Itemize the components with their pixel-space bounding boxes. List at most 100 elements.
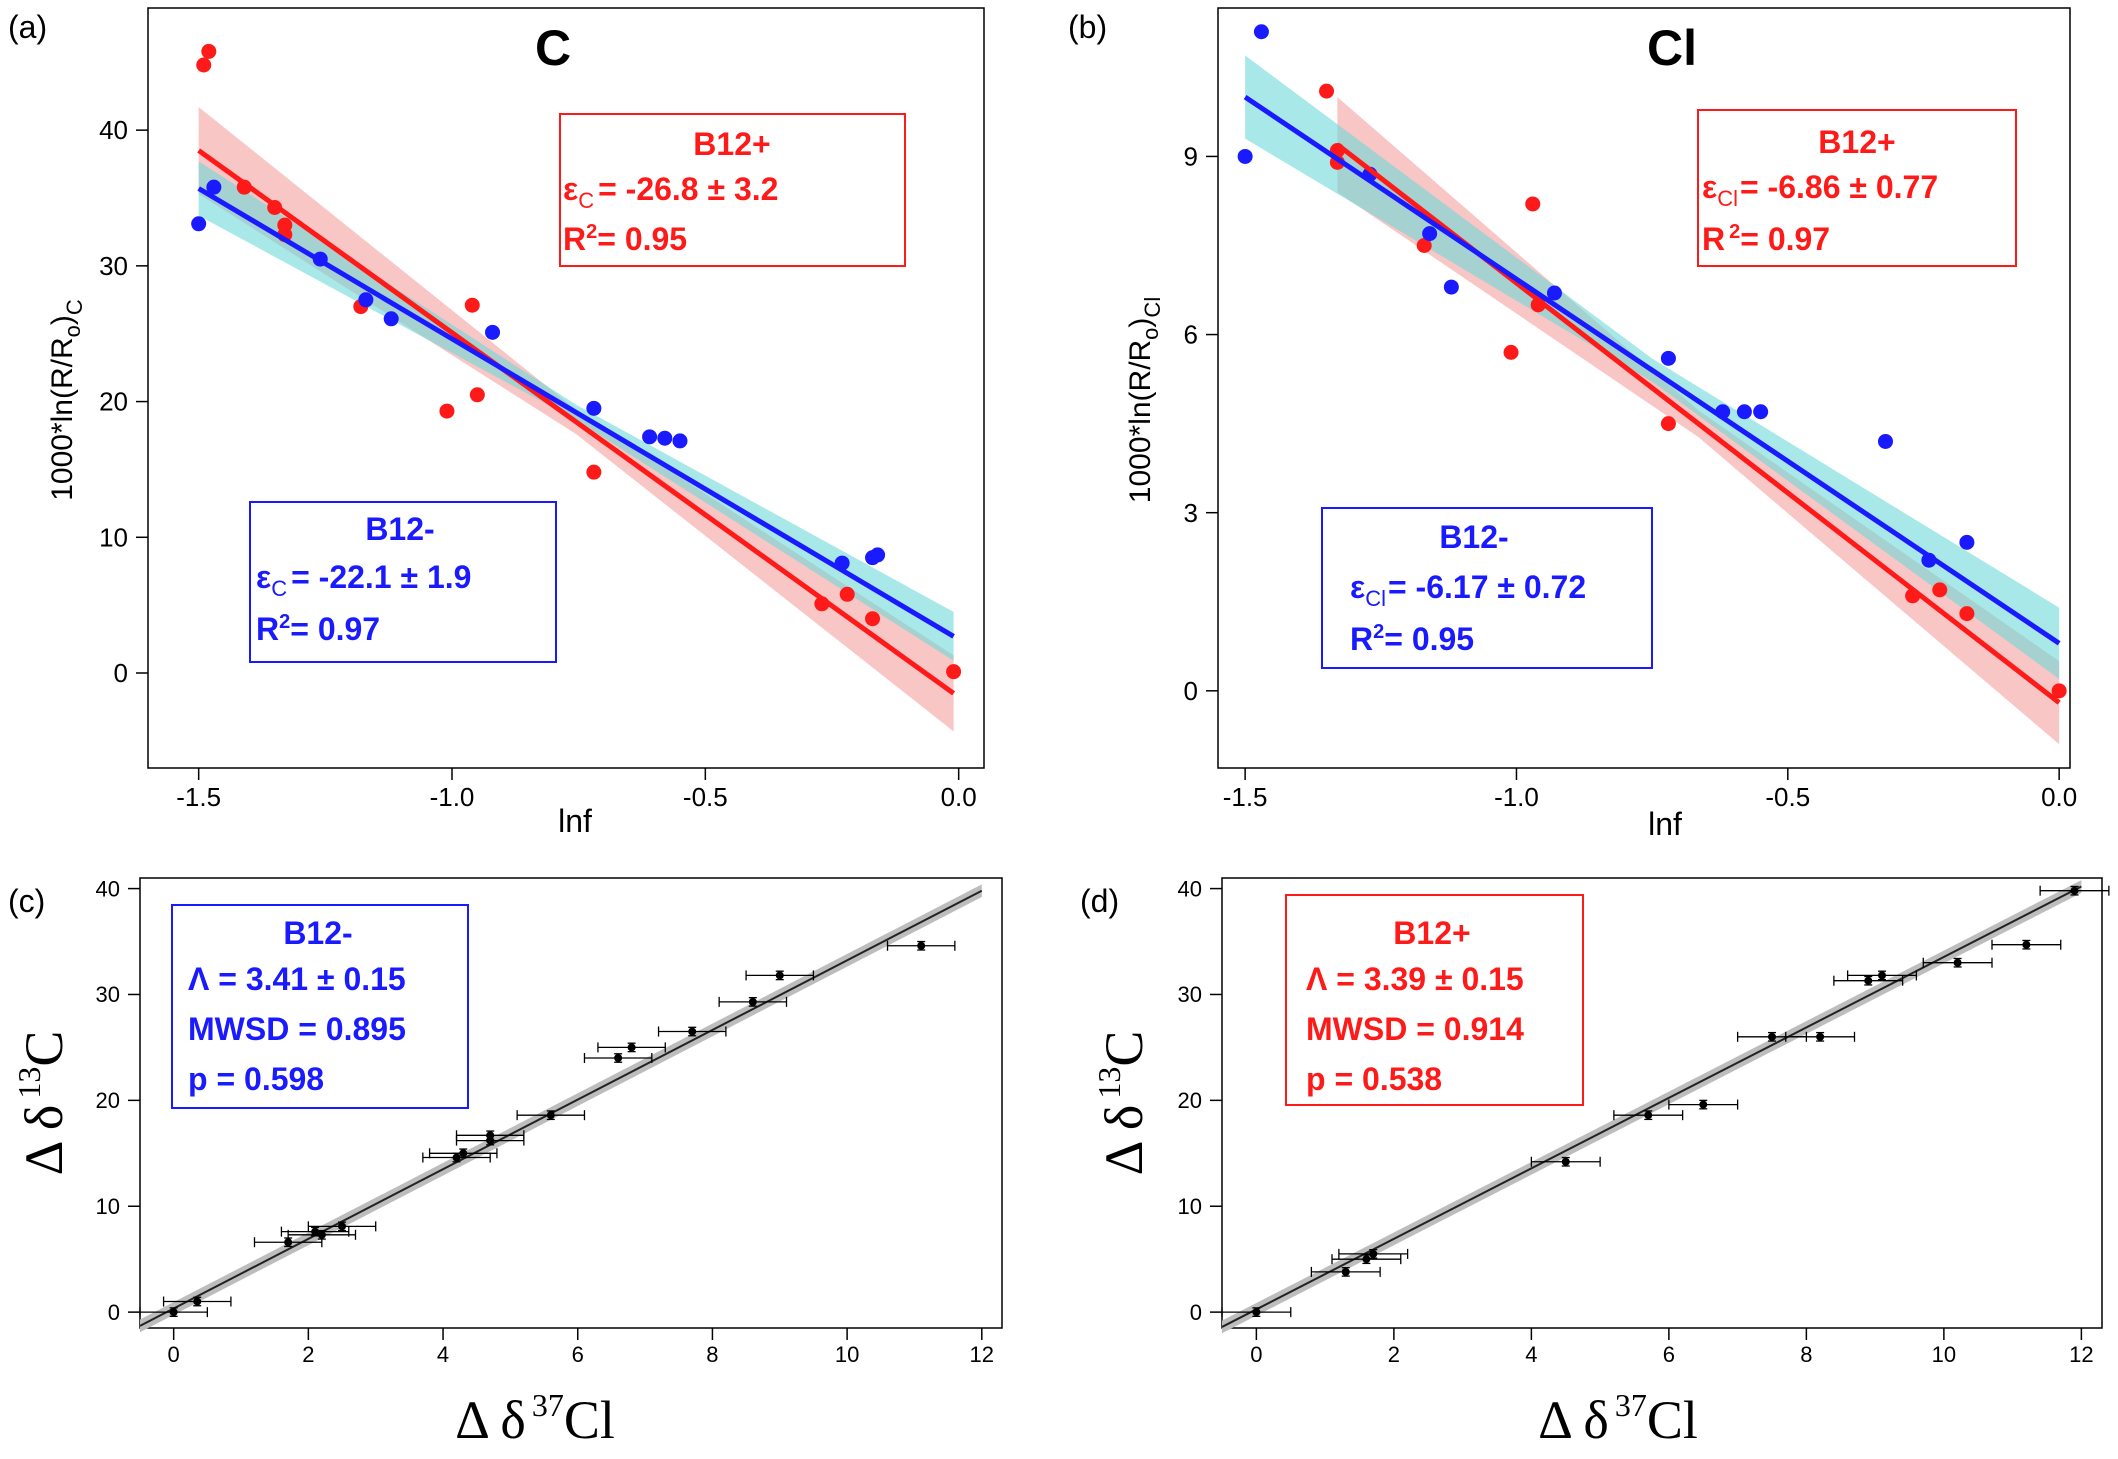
panel-a-annotation-b12minus: B12- εC = -22.1 ± 1.9 R2= 0.97 — [249, 501, 557, 663]
panel-d-label: (d) — [1080, 883, 1119, 919]
panel-b-xlabel: lnf — [1648, 806, 1682, 842]
panel-d-xlabel: Δ δ 37Cl — [1538, 1387, 1698, 1450]
data-point — [193, 1297, 202, 1306]
annotation-epsilon: εCl= -6.86 ± 0.77 — [1702, 169, 1938, 211]
panel-b-title: Cl — [1647, 20, 1697, 76]
data-point-b12minus — [191, 216, 207, 232]
annotation-line: p = 0.598 — [188, 1061, 324, 1097]
data-point-b12minus — [1877, 433, 1893, 449]
data-point — [1864, 976, 1873, 985]
x-tick-label: -0.5 — [1765, 782, 1810, 812]
fit-line-b12minus — [1243, 94, 2061, 646]
y-tick-label: 0 — [108, 1300, 120, 1325]
data-point — [1362, 1255, 1371, 1264]
x-tick-label: 8 — [706, 1342, 718, 1367]
y-tick-label: 40 — [1178, 876, 1202, 901]
data-point — [1369, 1249, 1378, 1258]
panel-d-annotation: B12+ Λ = 3.39 ± 0.15 MWSD = 0.914 p = 0.… — [1285, 894, 1584, 1106]
annotation-line: MWSD = 0.895 — [188, 1011, 406, 1047]
y-tick-label: 6 — [1184, 320, 1198, 350]
annotation-title: B12- — [365, 511, 434, 547]
data-point-b12minus — [383, 311, 399, 327]
data-point-b12minus — [1253, 24, 1269, 40]
data-point-b12minus — [870, 547, 886, 563]
annotation-box — [1321, 507, 1653, 669]
panel-a-label: (a) — [8, 9, 47, 45]
x-tick-label: 2 — [1388, 1342, 1400, 1367]
panel-a: (a) C -1.5 -1.0 -0.5 0.0 0 10 20 30 40 lnf 1000*… — [8, 7, 985, 839]
y-tick-label: 0 — [1184, 676, 1198, 706]
data-point-b12plus — [469, 387, 485, 403]
y-tick-label: 10 — [99, 522, 128, 552]
annotation-r2: R2= 0.95 — [1350, 621, 1474, 657]
data-point-b12plus — [865, 611, 881, 627]
panel-c: (c) 0 2 4 6 8 10 12 0 10 20 30 40 Δ δ 37Cl Δ δ13C B1… — [8, 876, 1003, 1450]
panel-d-plot: 0 2 4 6 8 10 12 0 10 20 30 40 — [1178, 876, 2110, 1367]
y-tick-label: 20 — [1178, 1088, 1202, 1113]
x-tick-label: 6 — [1663, 1342, 1675, 1367]
x-tick-label: 0 — [168, 1342, 180, 1367]
annotation-title: B12- — [283, 915, 352, 951]
data-point-b12minus — [1546, 285, 1562, 301]
y-tick-label: 40 — [96, 876, 120, 901]
data-point — [169, 1308, 178, 1317]
y-tick-label: 30 — [96, 982, 120, 1007]
data-point-b12minus — [358, 292, 374, 308]
y-tick-label: 0 — [1190, 1300, 1202, 1325]
x-tick-label: 10 — [835, 1342, 859, 1367]
data-point-b12minus — [206, 179, 222, 195]
x-tick-label: 12 — [2069, 1342, 2093, 1367]
x-tick-label: 2 — [302, 1342, 314, 1367]
data-point-b12minus — [1443, 279, 1459, 295]
annotation-box — [1285, 894, 1584, 1106]
x-tick-label: 4 — [437, 1342, 449, 1367]
fit-line-b12plus — [197, 148, 956, 696]
panel-c-ylabel: Δ δ13C — [11, 1031, 74, 1176]
data-point-b12minus — [672, 433, 688, 449]
annotation-title: B12- — [1439, 519, 1508, 555]
data-point — [1953, 958, 1962, 967]
annotation-box — [1697, 109, 2017, 267]
panel-d: (d) 0 2 4 6 8 10 12 0 10 20 30 40 Δ δ 37Cl Δ δ13C B1… — [1080, 876, 2110, 1450]
data-point — [1252, 1308, 1261, 1317]
panel-c-label: (c) — [8, 883, 45, 919]
y-tick-label: 20 — [96, 1088, 120, 1113]
panel-a-xlabel: lnf — [558, 803, 592, 839]
y-tick-label: 20 — [99, 387, 128, 417]
x-tick-label: -0.5 — [683, 782, 728, 812]
x-tick-label: 0 — [1250, 1342, 1262, 1367]
x-tick-label: 8 — [1800, 1342, 1812, 1367]
data-point — [317, 1230, 326, 1239]
x-tick-label: 12 — [970, 1342, 994, 1367]
data-point — [459, 1149, 468, 1158]
data-point-b12plus — [196, 57, 212, 73]
data-point — [614, 1054, 623, 1062]
data-point-b12minus — [1736, 404, 1752, 420]
panel-a-title: C — [535, 20, 571, 76]
panel-a-ylabel: 1000*ln(R/Ro)C — [46, 299, 87, 501]
data-point-b12plus — [1525, 196, 1541, 212]
y-tick-label: 30 — [1178, 982, 1202, 1007]
data-point — [688, 1027, 697, 1036]
panel-a-plot: -1.5 -1.0 -0.5 0.0 0 10 20 30 40 — [99, 43, 977, 812]
y-tick-label: 10 — [1178, 1194, 1202, 1219]
data-point-b12plus — [1932, 582, 1948, 598]
annotation-line: Λ = 3.41 ± 0.15 — [188, 961, 406, 997]
data-point-b12plus — [201, 43, 217, 59]
data-point — [1341, 1267, 1350, 1276]
panel-b: (b) Cl -1.5 -1.0 -0.5 0.0 0 3 6 9 lnf 1000*ln(R… — [1068, 7, 2077, 842]
y-tick-label: 0 — [114, 658, 128, 688]
panel-b-plot: -1.5 -1.0 -0.5 0.0 0 3 6 9 — [1184, 24, 2077, 812]
data-point-b12plus — [1660, 416, 1676, 432]
y-tick-label: 30 — [99, 251, 128, 281]
data-point — [1561, 1157, 1570, 1166]
data-point — [1768, 1032, 1776, 1041]
data-point-b12minus — [1660, 350, 1676, 366]
x-tick-label: 10 — [1932, 1342, 1956, 1367]
data-point-b12minus — [1422, 226, 1438, 242]
annotation-line: Λ = 3.39 ± 0.15 — [1306, 961, 1524, 997]
panel-c-plot: 0 2 4 6 8 10 12 0 10 20 30 40 — [96, 876, 995, 1367]
data-point — [1644, 1111, 1653, 1120]
x-tick-label: 6 — [572, 1342, 584, 1367]
